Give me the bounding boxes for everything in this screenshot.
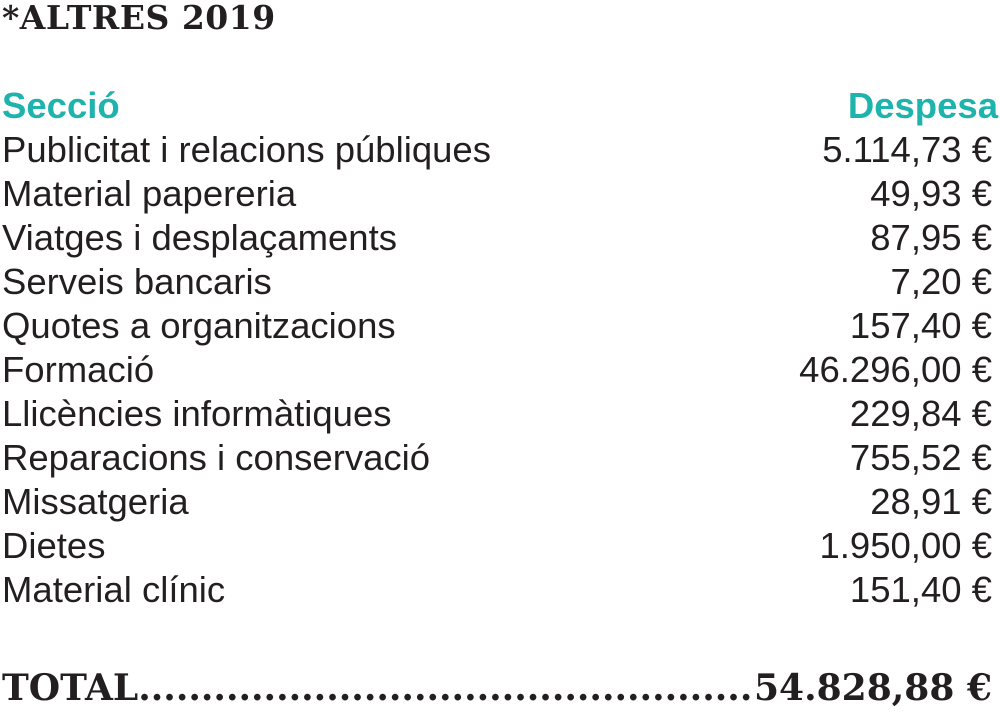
table-header: Secció Despesa [2, 84, 998, 128]
amount-cell: 1.950,00 € [819, 525, 992, 566]
table-row: Quotes a organitzacions 157,40 € [2, 304, 998, 348]
section-column-header: Secció [2, 85, 120, 126]
section-cell: Formació [2, 349, 155, 390]
table-row: Viatges i desplaçaments 87,95 € [2, 216, 998, 260]
section-cell: Material clínic [2, 569, 226, 610]
amount-cell: 151,40 € [849, 569, 992, 610]
page-title: *ALTRES 2019 [2, 0, 276, 37]
section-cell: Reparacions i conservació [2, 437, 431, 478]
section-cell: Publicitat i relacions públiques [2, 129, 491, 170]
table-row: Missatgeria 28,91 € [2, 480, 998, 524]
expense-table: Secció Despesa Publicitat i relacions pú… [2, 84, 998, 612]
dot-leader [138, 663, 754, 713]
amount-column-header: Despesa [847, 85, 998, 126]
table-row: Material clínic 151,40 € [2, 568, 998, 612]
amount-cell: 229,84 € [849, 393, 992, 434]
table-row: Llicències informàtiques 229,84 € [2, 392, 998, 436]
section-cell: Material papereria [2, 173, 297, 214]
table-row: Dietes 1.950,00 € [2, 524, 998, 568]
table-row: Reparacions i conservació 755,52 € [2, 436, 998, 480]
section-cell: Viatges i desplaçaments [2, 217, 397, 258]
section-cell: Quotes a organitzacions [2, 305, 396, 346]
table-row: Publicitat i relacions públiques 5.114,7… [2, 128, 998, 172]
table-row: Material papereria 49,93 € [2, 172, 998, 216]
section-cell: Serveis bancaris [2, 261, 272, 302]
section-cell: Dietes [2, 525, 106, 566]
total-value: 54.828,88 € [754, 667, 992, 709]
total-line: TOTAL 54.828,88 € [2, 663, 992, 713]
amount-cell: 7,20 € [890, 261, 992, 302]
amount-cell: 755,52 € [849, 437, 992, 478]
amount-cell: 157,40 € [849, 305, 992, 346]
amount-cell: 28,91 € [870, 481, 992, 522]
total-label: TOTAL [2, 667, 139, 709]
table-row: Serveis bancaris 7,20 € [2, 260, 998, 304]
amount-cell: 49,93 € [870, 173, 992, 214]
amount-cell: 46.296,00 € [799, 349, 992, 390]
amount-cell: 5.114,73 € [822, 129, 992, 170]
table-row: Formació 46.296,00 € [2, 348, 998, 392]
amount-cell: 87,95 € [870, 217, 992, 258]
section-cell: Llicències informàtiques [2, 393, 392, 434]
section-cell: Missatgeria [2, 481, 189, 522]
